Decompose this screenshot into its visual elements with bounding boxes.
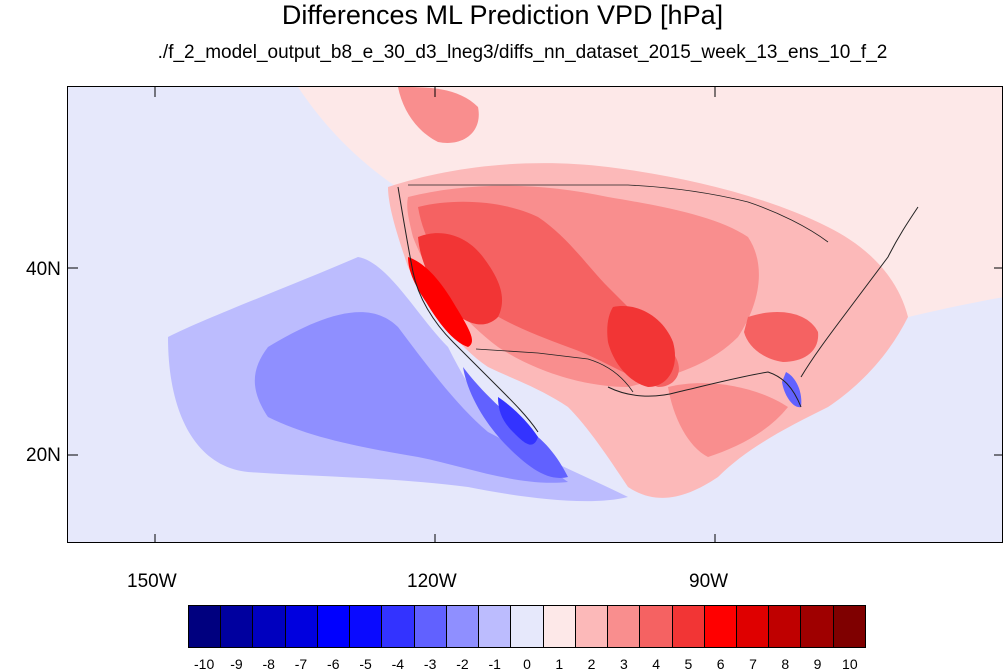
colorbar-box-4 — [317, 606, 351, 647]
colorbar-box-2 — [253, 606, 286, 647]
map-ticks — [68, 87, 1002, 542]
colorbar-box-1 — [221, 606, 254, 647]
colorbar-box-13 — [608, 606, 641, 647]
figure-title: Differences ML Prediction VPD [hPa] — [281, 0, 724, 30]
colorbar-tick-label: 0 — [523, 656, 531, 672]
gulf-positive — [668, 383, 788, 457]
pacific-moderate-negative — [254, 312, 568, 483]
california-hotspot — [408, 257, 473, 347]
west-coastline — [397, 186, 539, 433]
colorbar-box-12 — [575, 606, 609, 647]
colorbar-box-14 — [640, 606, 673, 647]
colorbar-box-3 — [285, 606, 318, 647]
colorbar-box-6 — [382, 606, 415, 647]
colorbar-box-8 — [446, 606, 480, 647]
northern-rockies-positive — [398, 87, 479, 143]
colorbar-tick-label: 8 — [781, 656, 790, 672]
colorbar-box-20 — [833, 606, 865, 647]
colorbar-box-19 — [801, 606, 834, 647]
colorbar — [188, 605, 866, 648]
map-panel — [67, 86, 1003, 543]
colorbar-tick-label: -4 — [391, 656, 405, 672]
colorbar-tick-label: -7 — [294, 656, 308, 672]
colorbar-box-7 — [414, 606, 447, 647]
colorbar-box-5 — [350, 606, 383, 647]
colorbar-tick-label: 1 — [555, 656, 564, 672]
vpd-difference-map — [68, 87, 1002, 542]
colorbar-tick-label: -8 — [262, 656, 275, 672]
colorbar-box-0 — [189, 606, 222, 647]
colorbar-tick-label: 10 — [842, 656, 858, 672]
colorbar-tick-label: 4 — [652, 656, 661, 672]
east-coastline — [800, 206, 919, 378]
colorbar-box-10 — [511, 606, 544, 647]
colorbar-tick-label: -6 — [327, 656, 340, 672]
colorbar-tick-label: -5 — [359, 656, 372, 672]
lon-label-120w: 120W — [407, 571, 457, 592]
colorbar-tick-label: 6 — [716, 656, 725, 672]
colorbar-box-16 — [704, 606, 737, 647]
colorbar-tick-label: 5 — [684, 656, 693, 672]
southeast-hotspot — [744, 312, 819, 362]
colorbar-box-11 — [543, 606, 576, 647]
gulf-coastline — [607, 371, 802, 408]
colorbar-box-18 — [769, 606, 802, 647]
texas-hotspot — [607, 306, 676, 387]
lon-label-150w: 150W — [127, 571, 177, 592]
colorbar-box-9 — [479, 606, 512, 647]
colorbar-tick-label: -10 — [194, 656, 215, 672]
colorbar-tick-label: 7 — [749, 656, 757, 672]
figure-subtitle: ./f_2_model_output_b8_e_30_d3_lneg3/diff… — [157, 42, 888, 63]
colorbar-tick-label: -9 — [230, 656, 243, 672]
colorbar-tick-label: 3 — [619, 656, 628, 672]
lon-label-90w: 90W — [689, 571, 729, 592]
west-hotspot — [418, 233, 503, 325]
border-us-canada — [408, 184, 829, 243]
colorbar-tick-label: 9 — [813, 656, 822, 672]
mexico-interior-negative — [498, 397, 538, 445]
lat-label-20n: 20N — [26, 445, 61, 466]
colorbar-tick-label: -1 — [488, 656, 501, 672]
lat-label-40n: 40N — [26, 259, 61, 280]
colorbar-tick-label: -3 — [423, 656, 437, 672]
colorbar-box-15 — [672, 606, 705, 647]
colorbar-tick-label: 2 — [587, 656, 596, 672]
colorbar-tick-label: -2 — [456, 656, 469, 672]
border-us-mexico — [475, 348, 634, 393]
colorbar-box-17 — [736, 606, 770, 647]
